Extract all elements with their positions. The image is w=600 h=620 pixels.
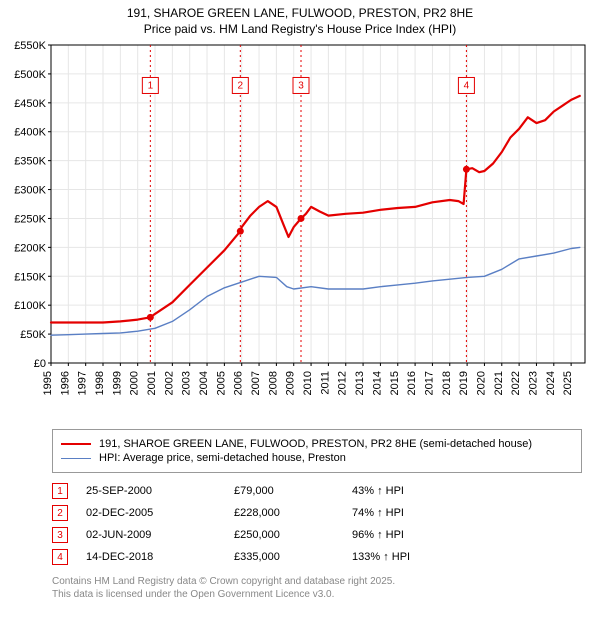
legend-row: HPI: Average price, semi-detached house,… <box>61 452 573 464</box>
svg-text:£250K: £250K <box>14 214 46 226</box>
svg-text:2019: 2019 <box>458 371 470 395</box>
svg-text:£150K: £150K <box>14 271 46 283</box>
sales-pct: 74% ↑ HPI <box>352 507 472 519</box>
svg-text:2004: 2004 <box>198 371 210 395</box>
svg-text:1997: 1997 <box>77 371 89 395</box>
sales-pct: 96% ↑ HPI <box>352 529 472 541</box>
sales-row: 3 02-JUN-2009 £250,000 96% ↑ HPI <box>52 527 582 543</box>
sales-row: 1 25-SEP-2000 £79,000 43% ↑ HPI <box>52 483 582 499</box>
sales-marker-number: 1 <box>52 483 68 499</box>
legend-swatch <box>61 458 91 459</box>
license-line-2: This data is licensed under the Open Gov… <box>52 588 582 601</box>
svg-text:2020: 2020 <box>475 371 487 395</box>
svg-text:2021: 2021 <box>493 371 505 395</box>
svg-text:2023: 2023 <box>527 371 539 395</box>
svg-text:2012: 2012 <box>337 371 349 395</box>
legend-swatch <box>61 443 91 445</box>
chart-svg: £0 £50K £100K £150K £200K £250K £300K £350K £400… <box>5 41 595 421</box>
chart-plot: £0 £50K £100K £150K £200K £250K £300K £350K £400… <box>5 41 595 421</box>
svg-text:£450K: £450K <box>14 98 46 110</box>
sales-price: £250,000 <box>234 529 334 541</box>
svg-text:£400K: £400K <box>14 127 46 139</box>
svg-text:£200K: £200K <box>14 243 46 255</box>
svg-text:2008: 2008 <box>267 371 279 395</box>
sales-pct: 133% ↑ HPI <box>352 551 472 563</box>
svg-text:2009: 2009 <box>285 371 297 395</box>
license-line-1: Contains HM Land Registry data © Crown c… <box>52 575 582 588</box>
svg-text:2014: 2014 <box>371 371 383 395</box>
svg-text:£0: £0 <box>34 358 46 370</box>
svg-text:2022: 2022 <box>510 371 522 395</box>
svg-text:£100K: £100K <box>14 300 46 312</box>
sales-table: 1 25-SEP-2000 £79,000 43% ↑ HPI 2 02-DEC-2005… <box>52 483 582 565</box>
sales-price: £79,000 <box>234 485 334 497</box>
sales-row: 2 02-DEC-2005 £228,000 74% ↑ HPI <box>52 505 582 521</box>
svg-text:2010: 2010 <box>302 371 314 395</box>
svg-text:1998: 1998 <box>94 371 106 395</box>
svg-text:£350K: £350K <box>14 156 46 168</box>
svg-text:£50K: £50K <box>20 329 46 341</box>
svg-text:£550K: £550K <box>14 41 46 52</box>
svg-text:2017: 2017 <box>423 371 435 395</box>
legend-row: 191, SHAROE GREEN LANE, FULWOOD, PRESTON… <box>61 438 573 450</box>
svg-text:2006: 2006 <box>233 371 245 395</box>
sales-row: 4 14-DEC-2018 £335,000 133% ↑ HPI <box>52 549 582 565</box>
svg-text:2003: 2003 <box>181 371 193 395</box>
sales-marker-number: 3 <box>52 527 68 543</box>
legend: 191, SHAROE GREEN LANE, FULWOOD, PRESTON… <box>52 429 582 473</box>
svg-text:2013: 2013 <box>354 371 366 395</box>
svg-text:£300K: £300K <box>14 185 46 197</box>
legend-label: HPI: Average price, semi-detached house,… <box>99 452 346 464</box>
svg-text:1995: 1995 <box>42 371 54 395</box>
chart-title-block: 191, SHAROE GREEN LANE, FULWOOD, PRESTON… <box>0 0 600 37</box>
svg-text:2: 2 <box>238 81 244 92</box>
svg-text:£500K: £500K <box>14 69 46 81</box>
svg-text:2005: 2005 <box>215 371 227 395</box>
license-text: Contains HM Land Registry data © Crown c… <box>52 575 582 601</box>
sales-date: 02-DEC-2005 <box>86 507 216 519</box>
svg-text:2007: 2007 <box>250 371 262 395</box>
sales-date: 02-JUN-2009 <box>86 529 216 541</box>
svg-text:2024: 2024 <box>545 371 557 395</box>
svg-text:1: 1 <box>148 81 154 92</box>
svg-text:2025: 2025 <box>562 371 574 395</box>
title-line-2: Price paid vs. HM Land Registry's House … <box>0 22 600 38</box>
svg-text:1996: 1996 <box>59 371 71 395</box>
svg-text:1999: 1999 <box>111 371 123 395</box>
svg-text:2002: 2002 <box>163 371 175 395</box>
svg-text:2000: 2000 <box>129 371 141 395</box>
sales-marker-number: 2 <box>52 505 68 521</box>
sales-date: 14-DEC-2018 <box>86 551 216 563</box>
svg-text:2018: 2018 <box>441 371 453 395</box>
svg-text:2011: 2011 <box>319 371 331 395</box>
sales-price: £228,000 <box>234 507 334 519</box>
svg-text:2015: 2015 <box>389 371 401 395</box>
title-line-1: 191, SHAROE GREEN LANE, FULWOOD, PRESTON… <box>0 6 600 22</box>
sales-pct: 43% ↑ HPI <box>352 485 472 497</box>
sales-date: 25-SEP-2000 <box>86 485 216 497</box>
svg-text:4: 4 <box>464 81 470 92</box>
svg-text:2001: 2001 <box>146 371 158 395</box>
legend-label: 191, SHAROE GREEN LANE, FULWOOD, PRESTON… <box>99 438 532 450</box>
sales-marker-number: 4 <box>52 549 68 565</box>
svg-text:2016: 2016 <box>406 371 418 395</box>
svg-text:3: 3 <box>298 81 304 92</box>
sales-price: £335,000 <box>234 551 334 563</box>
